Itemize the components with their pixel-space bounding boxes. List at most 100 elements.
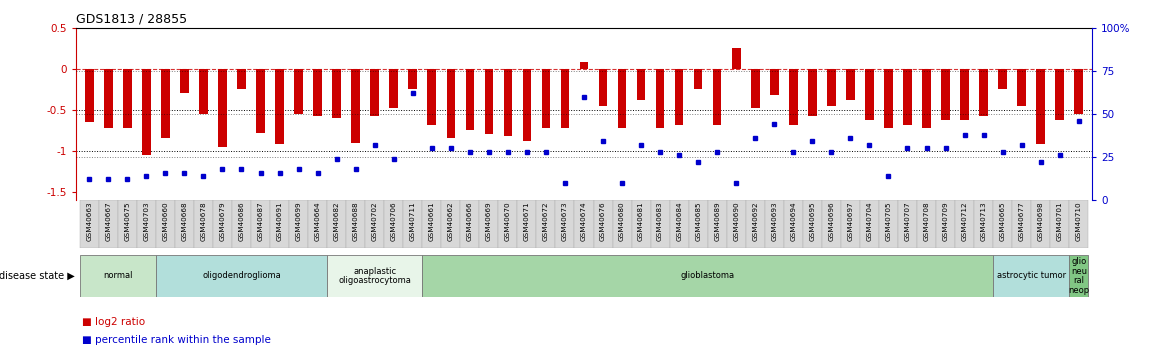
Text: GSM40701: GSM40701 bbox=[1057, 201, 1063, 241]
Text: GSM40669: GSM40669 bbox=[486, 201, 492, 241]
Bar bbox=[865, 69, 874, 120]
Text: GSM40694: GSM40694 bbox=[791, 201, 797, 241]
Bar bbox=[270, 200, 288, 248]
Bar bbox=[370, 69, 378, 116]
Text: GSM40682: GSM40682 bbox=[334, 201, 340, 241]
Text: glioblastoma: glioblastoma bbox=[681, 272, 735, 280]
Bar bbox=[1069, 255, 1089, 297]
Bar bbox=[389, 69, 398, 108]
Bar bbox=[542, 69, 550, 128]
Text: GSM40678: GSM40678 bbox=[201, 201, 207, 241]
Bar bbox=[923, 69, 931, 128]
Bar bbox=[499, 200, 517, 248]
Text: disease state ▶: disease state ▶ bbox=[0, 271, 75, 281]
Text: GSM40683: GSM40683 bbox=[658, 201, 663, 241]
Bar bbox=[79, 255, 155, 297]
Text: GSM40709: GSM40709 bbox=[943, 201, 948, 241]
Bar bbox=[352, 69, 360, 142]
Text: GSM40689: GSM40689 bbox=[714, 201, 721, 241]
Bar bbox=[712, 69, 722, 125]
Bar bbox=[423, 200, 442, 248]
Bar bbox=[651, 200, 669, 248]
Bar bbox=[1013, 200, 1031, 248]
Text: GSM40713: GSM40713 bbox=[981, 201, 987, 241]
Bar bbox=[346, 200, 366, 248]
Text: GSM40661: GSM40661 bbox=[429, 201, 434, 241]
Bar bbox=[423, 255, 993, 297]
Bar bbox=[442, 200, 460, 248]
Bar bbox=[993, 255, 1069, 297]
Bar bbox=[593, 200, 612, 248]
Bar bbox=[175, 200, 194, 248]
Text: GSM40671: GSM40671 bbox=[524, 201, 530, 241]
Bar bbox=[612, 200, 632, 248]
Text: GSM40695: GSM40695 bbox=[809, 201, 815, 241]
Bar bbox=[479, 200, 499, 248]
Bar bbox=[218, 69, 227, 147]
Bar bbox=[1075, 69, 1083, 114]
Bar bbox=[446, 69, 456, 138]
Text: GSM40702: GSM40702 bbox=[371, 201, 377, 241]
Bar bbox=[556, 200, 575, 248]
Text: GSM40698: GSM40698 bbox=[1037, 201, 1044, 241]
Bar bbox=[846, 69, 855, 100]
Bar bbox=[974, 200, 993, 248]
Bar bbox=[1050, 200, 1069, 248]
Text: GSM40665: GSM40665 bbox=[1000, 201, 1006, 241]
Bar bbox=[732, 48, 741, 69]
Text: GSM40712: GSM40712 bbox=[961, 201, 967, 241]
Bar bbox=[466, 69, 474, 130]
Bar bbox=[85, 69, 93, 122]
Bar bbox=[827, 69, 835, 106]
Bar bbox=[860, 200, 880, 248]
Text: GSM40672: GSM40672 bbox=[543, 201, 549, 241]
Bar bbox=[327, 200, 346, 248]
Bar bbox=[251, 200, 270, 248]
Bar bbox=[194, 200, 213, 248]
Bar bbox=[669, 200, 689, 248]
Text: GSM40674: GSM40674 bbox=[580, 201, 588, 241]
Bar bbox=[288, 200, 308, 248]
Text: GSM40706: GSM40706 bbox=[391, 201, 397, 241]
Text: GSM40660: GSM40660 bbox=[162, 201, 168, 241]
Text: GSM40699: GSM40699 bbox=[296, 201, 301, 241]
Bar bbox=[333, 69, 341, 118]
Text: oligodendroglioma: oligodendroglioma bbox=[202, 272, 280, 280]
Bar bbox=[1017, 69, 1026, 106]
Bar bbox=[142, 69, 151, 155]
Bar bbox=[403, 200, 423, 248]
Bar bbox=[237, 69, 245, 89]
Bar bbox=[708, 200, 726, 248]
Text: ■ percentile rank within the sample: ■ percentile rank within the sample bbox=[82, 335, 271, 345]
Bar bbox=[232, 200, 251, 248]
Text: GSM40710: GSM40710 bbox=[1076, 201, 1082, 241]
Text: GSM40708: GSM40708 bbox=[924, 201, 930, 241]
Bar bbox=[689, 200, 708, 248]
Bar bbox=[656, 69, 665, 128]
Bar bbox=[256, 69, 265, 133]
Bar bbox=[790, 69, 798, 125]
Bar bbox=[917, 200, 936, 248]
Text: glio
neu
ral
neop: glio neu ral neop bbox=[1069, 257, 1090, 295]
Text: GSM40704: GSM40704 bbox=[867, 201, 872, 241]
Bar bbox=[936, 200, 955, 248]
Bar bbox=[536, 200, 556, 248]
Bar bbox=[694, 69, 702, 89]
Text: GSM40707: GSM40707 bbox=[904, 201, 911, 241]
Bar bbox=[575, 200, 593, 248]
Bar bbox=[276, 69, 284, 144]
Text: GSM40680: GSM40680 bbox=[619, 201, 625, 241]
Text: astrocytic tumor: astrocytic tumor bbox=[996, 272, 1065, 280]
Bar bbox=[118, 200, 137, 248]
Bar bbox=[979, 69, 988, 116]
Bar bbox=[155, 200, 175, 248]
Bar bbox=[485, 69, 493, 135]
Text: GDS1813 / 28855: GDS1813 / 28855 bbox=[76, 12, 187, 25]
Text: GSM40676: GSM40676 bbox=[600, 201, 606, 241]
Bar bbox=[770, 69, 779, 95]
Bar bbox=[960, 69, 969, 120]
Bar bbox=[79, 200, 99, 248]
Bar bbox=[161, 69, 169, 138]
Text: GSM40663: GSM40663 bbox=[86, 201, 92, 241]
Bar bbox=[384, 200, 403, 248]
